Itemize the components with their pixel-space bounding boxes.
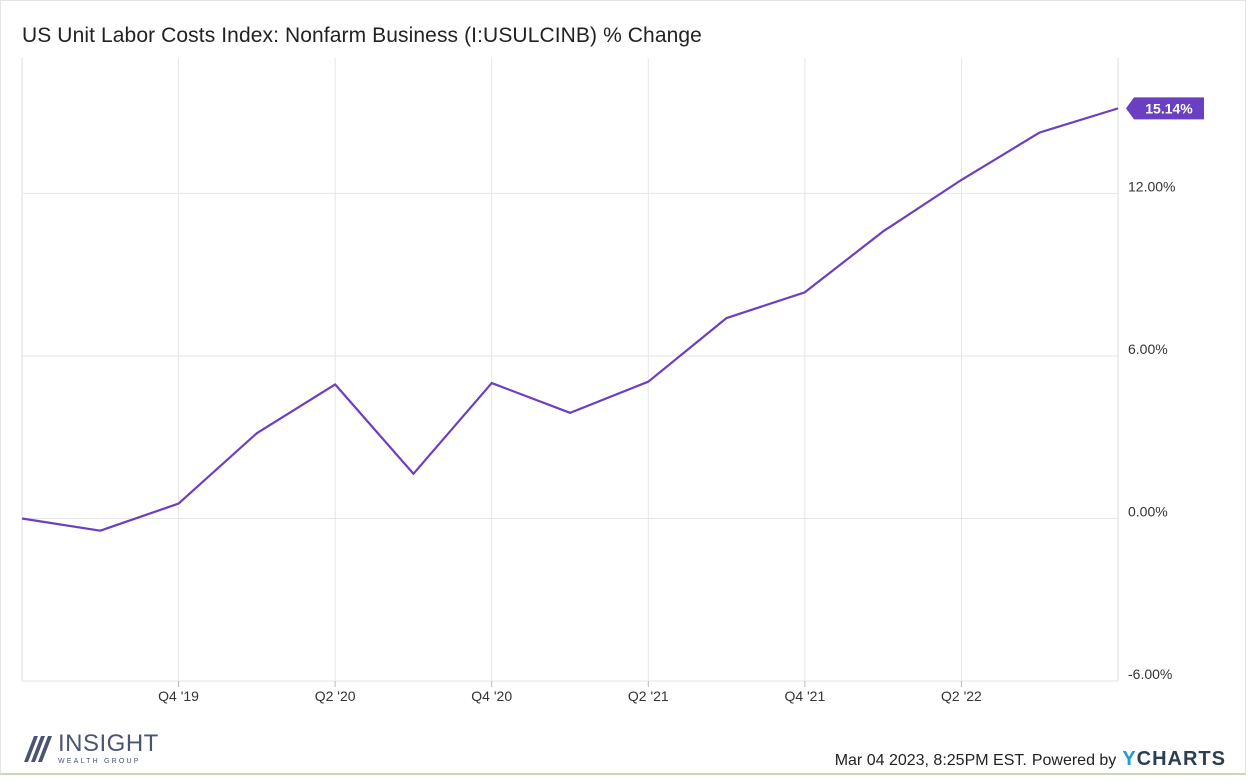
x-tick-label: Q2 '21 <box>628 688 669 704</box>
insight-logo-icon <box>24 735 52 762</box>
footer-timestamp: Mar 04 2023, 8:25PM EST. <box>834 752 1027 769</box>
footer-credit: Mar 04 2023, 8:25PM EST. Powered by YCHA… <box>835 748 1226 771</box>
x-tick-label: Q4 '20 <box>471 688 512 704</box>
logo-subtitle: WEALTH GROUP <box>58 758 141 765</box>
last-value-label-group: 15.14% <box>1126 97 1204 120</box>
last-value-label: 15.14% <box>1145 100 1193 116</box>
ycharts-logo-text: CHARTS <box>1136 748 1226 770</box>
last-value-badge <box>1126 97 1204 120</box>
y-axis: -6.00% 0.00% 6.00% 12.00% <box>1128 178 1175 682</box>
insight-logo: INSIGHT WEALTH GROUP <box>24 732 159 765</box>
footer-powered-by: Powered by <box>1031 752 1117 769</box>
series-line <box>21 107 1119 532</box>
x-axis: Q4 '19 Q2 '20 Q4 '20 Q2 '21 Q4 '21 Q2 '22 <box>158 688 982 704</box>
logo-name: INSIGHT <box>58 730 159 757</box>
y-tick-label: 12.00% <box>1128 178 1175 194</box>
ycharts-logo[interactable]: YCHARTS <box>1122 748 1226 771</box>
y-tick-label: -6.00% <box>1128 666 1172 682</box>
series-group <box>21 107 1119 532</box>
grid-lines <box>21 58 1119 687</box>
y-tick-label: 6.00% <box>1128 341 1168 357</box>
y-tick-label: 0.00% <box>1128 503 1168 519</box>
x-tick-label: Q2 '22 <box>941 688 982 704</box>
ycharts-logo-y: Y <box>1122 748 1137 770</box>
chart-title: US Unit Labor Costs Index: Nonfarm Busin… <box>22 24 702 47</box>
x-tick-label: Q4 '19 <box>158 688 199 704</box>
x-tick-label: Q4 '21 <box>784 688 825 704</box>
x-tick-label: Q2 '20 <box>315 688 356 704</box>
